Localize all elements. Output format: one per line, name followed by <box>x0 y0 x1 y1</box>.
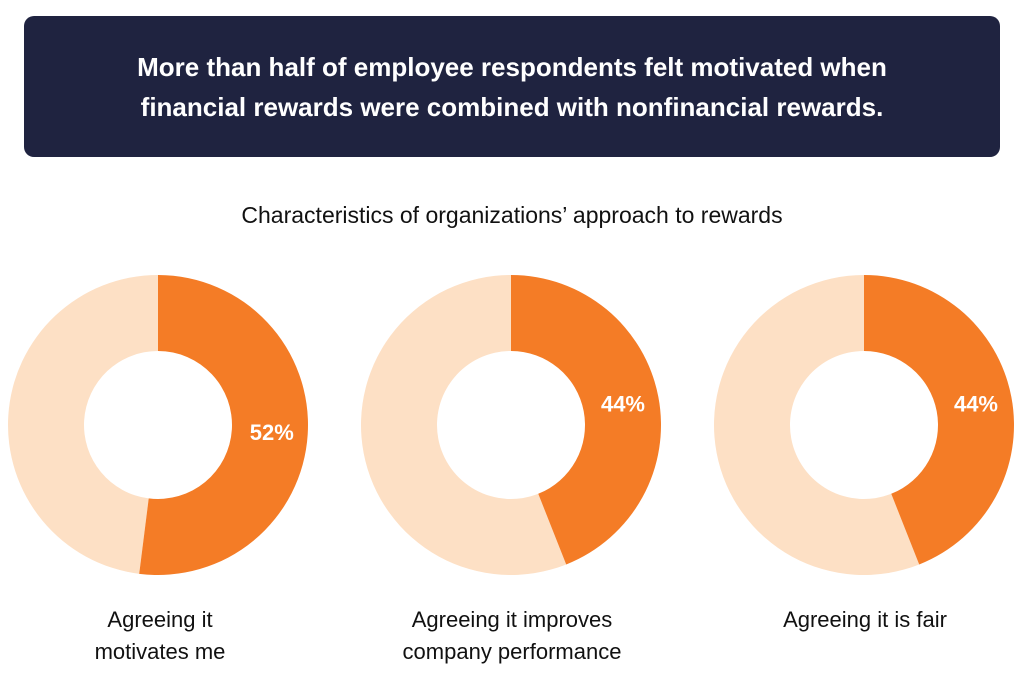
headline-banner: More than half of employee respondents f… <box>24 16 1000 157</box>
caption-performance-line-1: Agreeing it improves <box>411 607 613 632</box>
chart-title: Characteristics of organizations’ approa… <box>241 202 783 228</box>
data-label-motivates: 52% <box>250 420 294 445</box>
headline-line-1: More than half of employee respondents f… <box>137 51 887 82</box>
slice-value-fair <box>864 275 1015 565</box>
slice-remainder-motivates <box>7 275 159 574</box>
data-label-performance: 44% <box>601 392 645 417</box>
slice-remainder-fair <box>714 275 920 575</box>
caption-performance: Agreeing it improves company performance <box>352 604 672 668</box>
donut-chart-performance: 44% <box>361 275 662 575</box>
slice-remainder-performance <box>361 275 567 575</box>
caption-motivates: Agreeing it motivates me <box>0 604 320 668</box>
slice-value-motivates <box>139 275 308 576</box>
caption-fair-line-1: Agreeing it is fair <box>783 607 947 632</box>
caption-performance-line-2: company performance <box>402 639 622 664</box>
donut-chart-motivates: 52% <box>7 275 308 576</box>
data-label-fair: 44% <box>954 392 998 417</box>
caption-motivates-line-2: motivates me <box>94 639 226 664</box>
slice-value-performance <box>511 275 662 565</box>
headline-line-2: financial rewards were combined with non… <box>140 91 884 122</box>
caption-motivates-line-1: Agreeing it <box>107 607 213 632</box>
donut-chart-fair: 44% <box>714 275 1015 575</box>
caption-fair: Agreeing it is fair <box>705 604 1024 636</box>
